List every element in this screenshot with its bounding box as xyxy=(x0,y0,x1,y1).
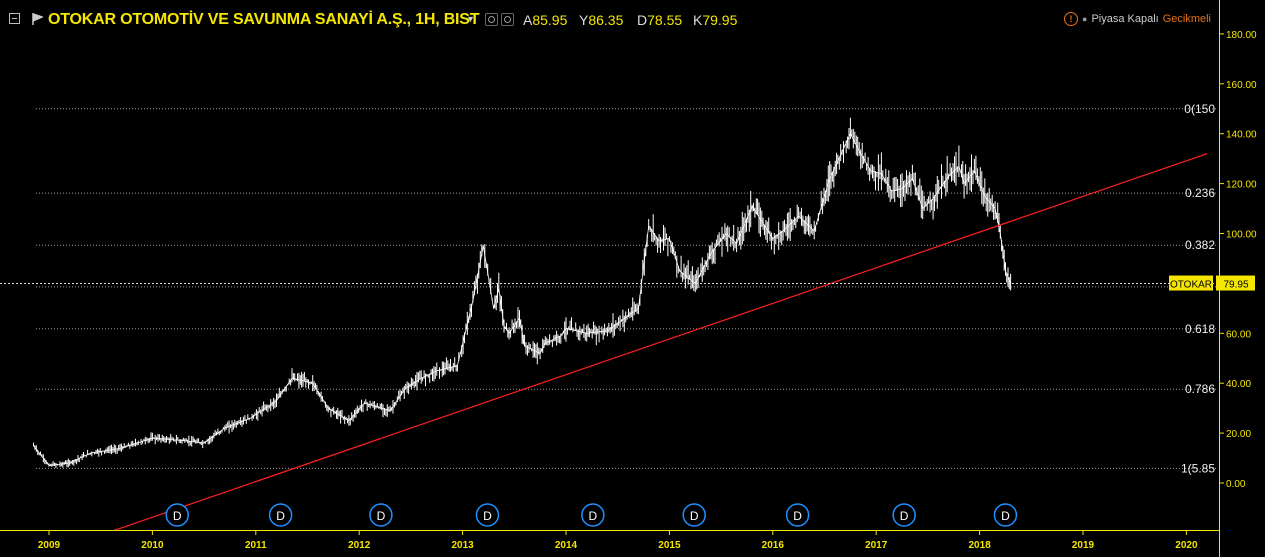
flag-icon xyxy=(32,13,43,25)
dividend-marker-label: D xyxy=(589,509,598,523)
delayed-badge[interactable]: Gecikmeli xyxy=(1162,13,1211,25)
visibility-icon[interactable] xyxy=(485,13,498,26)
dividend-marker-label: D xyxy=(690,509,699,523)
ohlc-low: D78.55 xyxy=(637,12,683,28)
dividend-marker: D xyxy=(268,503,293,527)
price-series xyxy=(33,117,1012,469)
y-tick-label: 100.00 xyxy=(1226,230,1257,241)
dividend-marker-circle xyxy=(993,503,1018,527)
chart-title[interactable]: OTOKAR OTOMOTİV VE SAVUNMA SANAYİ A.Ş., … xyxy=(48,11,480,28)
dividend-marker: D xyxy=(785,503,810,527)
x-tick-label: 2016 xyxy=(762,540,785,551)
dividend-marker-label: D xyxy=(483,509,492,523)
x-tick-label: 2020 xyxy=(1175,540,1198,551)
y-tick-label: 120.00 xyxy=(1226,180,1257,191)
price-line xyxy=(33,132,1011,466)
dividend-marker: D xyxy=(165,503,189,527)
dividend-marker-label: D xyxy=(377,509,386,523)
dividend-marker: D xyxy=(475,503,500,527)
status-dot-icon: ● xyxy=(1082,14,1088,24)
fib-level-label: 1(5.85 xyxy=(1181,461,1215,475)
dividend-marker-label: D xyxy=(173,509,182,523)
symbol-label: OTOKAR xyxy=(1170,280,1212,291)
last-price-label: 79.95 xyxy=(1223,280,1248,291)
trendline xyxy=(113,153,1208,530)
market-status: ! ● Piyasa Kapalı Gecikmeli xyxy=(1064,12,1211,26)
symbol-label-box xyxy=(1169,275,1213,291)
x-tick-label: 2019 xyxy=(1072,540,1095,551)
dividend-marker-circle xyxy=(892,503,916,527)
dividend-marker-circle xyxy=(682,503,706,527)
price-bars xyxy=(33,117,1012,469)
y-tick-label: 160.00 xyxy=(1226,80,1257,91)
dividend-marker-circle xyxy=(475,503,500,527)
x-tick-label: 2014 xyxy=(555,540,578,551)
warning-icon[interactable]: ! xyxy=(1064,12,1078,26)
x-tick-label: 2012 xyxy=(348,540,371,551)
fib-level-label: 0.236 xyxy=(1185,186,1215,200)
dividend-marker: D xyxy=(682,503,706,527)
y-tick-label: 0.00 xyxy=(1226,479,1246,490)
fib-level-label: 0.382 xyxy=(1185,238,1215,252)
dividend-marker-circle xyxy=(581,503,605,527)
y-tick-label: 40.00 xyxy=(1226,379,1251,390)
dividend-marker-label: D xyxy=(900,509,909,523)
dividend-marker: D xyxy=(892,503,916,527)
market-status-text: Piyasa Kapalı xyxy=(1091,13,1159,25)
collapse-icon[interactable] xyxy=(9,13,20,24)
dividend-marker-circle xyxy=(165,503,189,527)
dividend-marker-label: D xyxy=(793,509,802,523)
y-tick-label: 180.00 xyxy=(1226,30,1257,41)
fib-level-label: 0(150 xyxy=(1184,102,1215,116)
dividend-marker: D xyxy=(581,503,605,527)
dividend-marker: D xyxy=(369,503,393,527)
dividend-marker-label: D xyxy=(276,509,285,523)
fib-level-label: 0.786 xyxy=(1185,382,1215,396)
dividend-marker-circle xyxy=(785,503,810,527)
x-tick-label: 2011 xyxy=(245,540,267,551)
last-price-box xyxy=(1216,275,1255,291)
y-tick-label: 20.00 xyxy=(1226,429,1251,440)
dropdown-caret-icon[interactable]: ▼ xyxy=(466,14,475,24)
dividend-marker-label: D xyxy=(1001,509,1010,523)
dividend-marker-circle xyxy=(268,503,293,527)
fib-level-label: 0.618 xyxy=(1185,322,1215,336)
ohlc-close: K79.95 xyxy=(693,12,738,28)
x-tick-label: 2010 xyxy=(141,540,164,551)
y-tick-label: 60.00 xyxy=(1226,329,1251,340)
settings-icon[interactable] xyxy=(501,13,514,26)
x-tick-label: 2018 xyxy=(968,540,991,551)
ohlc-high: Y86.35 xyxy=(579,12,624,28)
ohlc-open: A85.95 xyxy=(523,12,568,28)
x-tick-label: 2015 xyxy=(658,540,681,551)
x-tick-label: 2013 xyxy=(451,540,474,551)
x-tick-label: 2009 xyxy=(38,540,61,551)
x-tick-label: 2017 xyxy=(865,540,888,551)
dividend-marker-circle xyxy=(369,503,393,527)
y-tick-label: 140.00 xyxy=(1226,130,1257,141)
dividend-marker: D xyxy=(993,503,1018,527)
